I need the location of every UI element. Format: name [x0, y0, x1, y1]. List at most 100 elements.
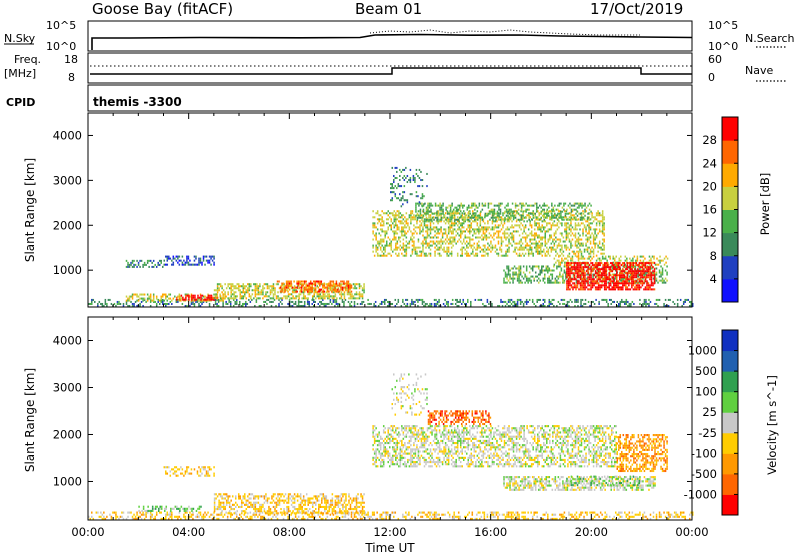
data-cell [603, 216, 605, 218]
data-cell [222, 296, 224, 298]
data-cell [256, 285, 258, 287]
data-cell [535, 234, 537, 236]
data-cell [437, 241, 439, 243]
data-cell [543, 249, 545, 251]
y-tick-label: 4000 [53, 128, 82, 142]
data-cell [581, 282, 583, 284]
data-cell [577, 266, 579, 268]
data-cell [295, 301, 297, 303]
data-cell [406, 220, 408, 222]
data-cell [508, 228, 510, 230]
data-cell [571, 301, 573, 303]
data-cell [357, 303, 359, 305]
data-cell [549, 234, 551, 236]
data-cell [581, 251, 583, 253]
data-cell [576, 251, 578, 253]
data-cell [425, 241, 427, 243]
data-cell [603, 245, 605, 247]
data-cell [409, 226, 411, 228]
data-cell [315, 283, 317, 285]
data-cell [393, 191, 395, 193]
data-cell [506, 274, 508, 276]
data-cell [396, 177, 398, 179]
data-cell [404, 224, 406, 226]
data-cell [441, 217, 443, 219]
data-cell [442, 243, 444, 245]
data-cell [395, 177, 397, 179]
data-cell [431, 245, 433, 247]
data-cell [510, 209, 512, 211]
data-cell [590, 272, 592, 274]
data-cell [483, 228, 485, 230]
data-cell [133, 266, 135, 268]
data-cell [631, 272, 633, 274]
data-cell [596, 224, 598, 226]
data-cell [430, 253, 432, 255]
data-cell [526, 237, 528, 239]
data-cell [460, 255, 462, 257]
data-cell [126, 303, 128, 305]
data-cell [327, 297, 329, 299]
data-cell [583, 280, 585, 282]
data-cell [498, 232, 500, 234]
data-cell [652, 282, 654, 284]
data-cell [489, 237, 491, 239]
data-cell [578, 258, 580, 260]
data-cell [582, 256, 584, 258]
data-cell [395, 237, 397, 239]
data-cell [451, 205, 453, 207]
data-cell [556, 215, 558, 217]
data-cell [252, 289, 254, 291]
data-cell [214, 297, 216, 299]
data-cell [437, 222, 439, 224]
data-cell [160, 262, 162, 264]
data-cell [639, 286, 641, 288]
data-cell [519, 224, 521, 226]
data-cell [520, 222, 522, 224]
data-cell [545, 243, 547, 245]
data-cell [512, 280, 514, 282]
data-cell [596, 222, 598, 224]
data-cell [538, 234, 540, 236]
data-cell [198, 264, 200, 266]
data-cell [526, 276, 528, 278]
data-cell [600, 260, 602, 262]
data-cell [384, 303, 386, 305]
data-cell [526, 280, 528, 282]
data-cell [562, 282, 564, 284]
data-cell [654, 262, 656, 264]
data-cell [593, 239, 595, 241]
data-cell [558, 265, 560, 267]
data-cell [582, 230, 584, 232]
data-cell [274, 287, 276, 289]
data-cell [549, 303, 551, 305]
data-cell [578, 272, 580, 274]
data-cell [313, 281, 315, 283]
data-cell [413, 175, 415, 177]
data-cell [607, 262, 609, 264]
data-cell [167, 258, 169, 260]
data-cell [485, 203, 487, 205]
data-cell [351, 293, 353, 295]
data-cell [197, 264, 199, 266]
data-cell [91, 516, 93, 518]
data-cell [221, 300, 223, 302]
data-cell [436, 245, 438, 247]
data-cell [428, 234, 430, 236]
data-cell [506, 282, 508, 284]
data-cell [611, 264, 613, 266]
data-cell [185, 264, 187, 266]
data-cell [534, 239, 536, 241]
data-cell [457, 224, 459, 226]
data-cell [293, 303, 295, 305]
data-cell [560, 255, 562, 257]
data-cell [473, 203, 475, 205]
data-cell [494, 213, 496, 215]
data-cell [426, 207, 428, 209]
data-cell [331, 291, 333, 293]
data-cell [448, 222, 450, 224]
data-cell [360, 303, 362, 305]
data-cell [545, 245, 547, 247]
data-cell [569, 256, 571, 258]
data-cell [608, 276, 610, 278]
